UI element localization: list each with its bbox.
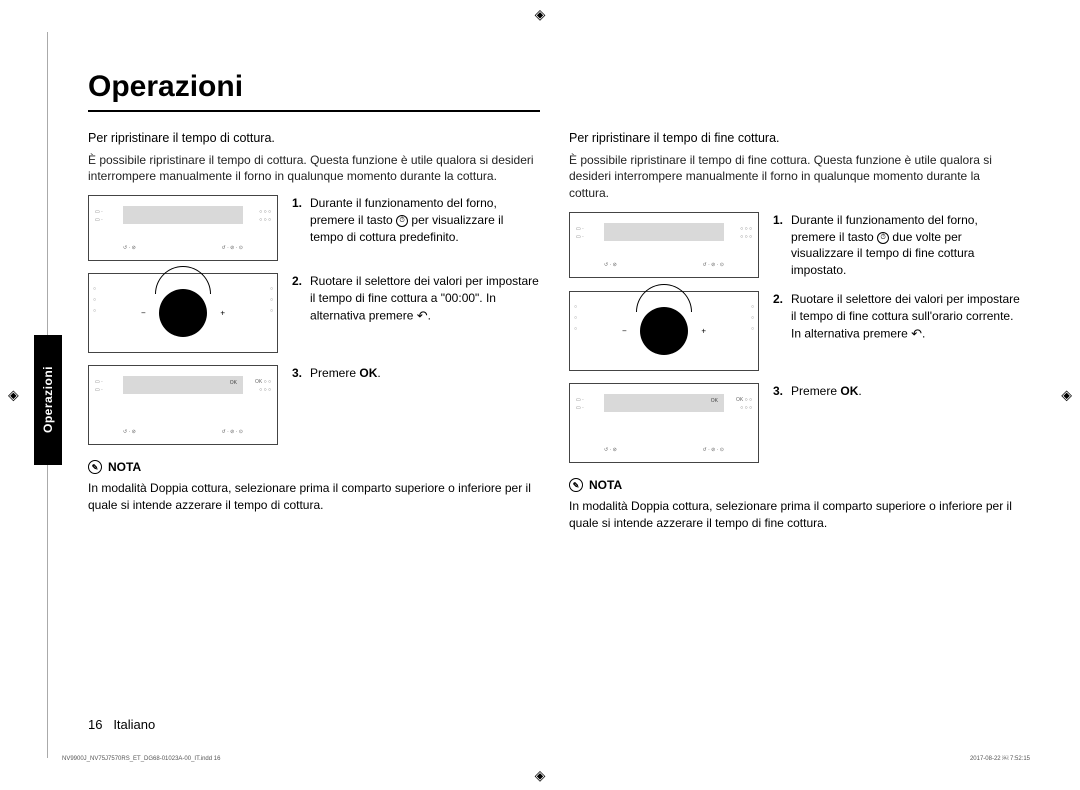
- panel-bottom-left: ↺ · ⊘: [604, 262, 617, 269]
- page-language: Italiano: [113, 717, 155, 732]
- dial-side-left: ○○○: [93, 284, 96, 317]
- ok-indicator: OK: [711, 398, 718, 405]
- columns: Per ripristinare il tempo di cottura. È …: [88, 130, 1020, 531]
- display-screen: [123, 376, 243, 394]
- page-title: Operazioni: [88, 70, 1020, 104]
- note-label: NOTA: [589, 477, 622, 494]
- panel-icons-right: ○ ○ ○○ ○ ○: [740, 225, 752, 241]
- step-row: ○○○ ○○○ 2. Ruotare il selettore dei valo…: [569, 291, 1020, 371]
- clock-icon: ⏱: [877, 232, 889, 244]
- step-text: 2. Ruotare il selettore dei valori per i…: [773, 291, 1020, 343]
- dial-knob-icon: [159, 289, 207, 337]
- step-row: ▭ ·▭ · ○ ○ ○○ ○ ○ ↺ · ⊘ ↺ · ⊘ · ⊙ 1. Dur…: [569, 212, 1020, 279]
- note-text: In modalità Doppia cottura, selezionare …: [569, 498, 1020, 532]
- control-panel-illustration: ▭ ·▭ · ○ ○ ○○ ○ ○ ↺ · ⊘ ↺ · ⊘ · ⊙: [569, 212, 759, 278]
- panel-icons-right: OK ○ ○○ ○ ○: [255, 378, 271, 394]
- panel-bottom-left: ↺ · ⊘: [604, 447, 617, 454]
- step-body: Premere OK.: [310, 365, 381, 382]
- panel-bottom-left: ↺ · ⊘: [123, 245, 136, 252]
- display-screen: [123, 206, 243, 224]
- display-screen: [604, 223, 724, 241]
- dial-side-left: ○○○: [574, 302, 577, 335]
- step-text: 2. Ruotare il selettore dei valori per i…: [292, 273, 539, 325]
- print-meta-right: 2017-08-22 ￼ 7:52:15: [970, 756, 1030, 762]
- page-content: Operazioni Per ripristinare il tempo di …: [88, 70, 1020, 750]
- step-row: ▭ ·▭ · ○ ○ ○○ ○ ○ ↺ · ⊘ ↺ · ⊘ · ⊙ 1. Dur…: [88, 195, 539, 261]
- panel-icons-left: ▭ ·▭ ·: [95, 208, 103, 224]
- step-number: 2.: [773, 291, 783, 343]
- step-text: 1. Durante il funzionamento del forno, p…: [292, 195, 539, 245]
- step-row: ▭ ·▭ · OK OK ○ ○○ ○ ○ ↺ · ⊘ ↺ · ⊘ · ⊙ 3.…: [88, 365, 539, 445]
- panel-icons-right: ○ ○ ○○ ○ ○: [259, 208, 271, 224]
- left-intro: È possibile ripristinare il tempo di cot…: [88, 152, 539, 186]
- step-body: Durante il funzionamento del forno, prem…: [791, 212, 1020, 279]
- step-body: Ruotare il selettore dei valori per impo…: [791, 291, 1020, 343]
- note-header: ✎ NOTA: [569, 477, 1020, 494]
- step-number: 3.: [773, 383, 783, 400]
- step-body: Premere OK.: [791, 383, 862, 400]
- panel-bottom-left: ↺ · ⊘: [123, 429, 136, 436]
- note-header: ✎ NOTA: [88, 459, 539, 476]
- side-tab-label: Operazioni: [41, 366, 55, 433]
- control-panel-illustration: ▭ ·▭ · ○ ○ ○○ ○ ○ ↺ · ⊘ ↺ · ⊘ · ⊙: [88, 195, 278, 261]
- panel-bottom-right: ↺ · ⊘ · ⊙: [703, 447, 724, 454]
- crop-mark-left-icon: ◈: [8, 387, 19, 404]
- crop-mark-bottom-icon: ◈: [535, 767, 546, 784]
- right-subtitle: Per ripristinare il tempo di fine cottur…: [569, 130, 1020, 148]
- step-text: 3. Premere OK.: [292, 365, 539, 382]
- step-text: 3. Premere OK.: [773, 383, 1020, 400]
- page-footer: 16 Italiano: [88, 717, 155, 732]
- clock-icon: ⏱: [396, 215, 408, 227]
- note-icon: ✎: [569, 478, 583, 492]
- right-column: Per ripristinare il tempo di fine cottur…: [569, 130, 1020, 531]
- step-number: 1.: [292, 195, 302, 245]
- back-icon: ↶: [417, 307, 428, 325]
- step-row: ○○○ ○○○ 2. Ruotare il selettore dei valo…: [88, 273, 539, 353]
- panel-bottom-right: ↺ · ⊘ · ⊙: [222, 245, 243, 252]
- print-meta-left: NV9900J_NV75J7570RS_ET_DG68-01023A-00_IT…: [62, 756, 220, 762]
- panel-icons-left: ▭ ·▭ ·: [576, 225, 584, 241]
- left-subtitle: Per ripristinare il tempo di cottura.: [88, 130, 539, 148]
- page-number: 16: [88, 717, 102, 732]
- note-label: NOTA: [108, 459, 141, 476]
- crop-mark-top-icon: ◈: [535, 6, 546, 23]
- dial-side-right: ○○○: [270, 284, 273, 317]
- side-tab: Operazioni: [34, 335, 62, 465]
- step-number: 2.: [292, 273, 302, 325]
- panel-icons-left: ▭ ·▭ ·: [576, 396, 584, 412]
- control-panel-illustration: ▭ ·▭ · OK OK ○ ○○ ○ ○ ↺ · ⊘ ↺ · ⊘ · ⊙: [569, 383, 759, 463]
- step-number: 1.: [773, 212, 783, 279]
- panel-bottom-right: ↺ · ⊘ · ⊙: [703, 262, 724, 269]
- step-body: Ruotare il selettore dei valori per impo…: [310, 273, 539, 325]
- step-text: 1. Durante il funzionamento del forno, p…: [773, 212, 1020, 279]
- panel-icons-right: OK ○ ○○ ○ ○: [736, 396, 752, 412]
- step-body: Durante il funzionamento del forno, prem…: [310, 195, 539, 245]
- dial-knob-icon: [640, 307, 688, 355]
- back-icon: ↶: [911, 325, 922, 343]
- left-column: Per ripristinare il tempo di cottura. È …: [88, 130, 539, 531]
- control-panel-illustration: ▭ ·▭ · OK OK ○ ○○ ○ ○ ↺ · ⊘ ↺ · ⊘ · ⊙: [88, 365, 278, 445]
- step-number: 3.: [292, 365, 302, 382]
- panel-bottom-right: ↺ · ⊘ · ⊙: [222, 429, 243, 436]
- step-row: ▭ ·▭ · OK OK ○ ○○ ○ ○ ↺ · ⊘ ↺ · ⊘ · ⊙ 3.…: [569, 383, 1020, 463]
- dial-panel-illustration: ○○○ ○○○: [569, 291, 759, 371]
- display-screen: [604, 394, 724, 412]
- crop-mark-right-icon: ◈: [1061, 387, 1072, 404]
- title-rule: [88, 110, 540, 112]
- dial-side-right: ○○○: [751, 302, 754, 335]
- note-text: In modalità Doppia cottura, selezionare …: [88, 480, 539, 514]
- dial-panel-illustration: ○○○ ○○○: [88, 273, 278, 353]
- panel-icons-left: ▭ ·▭ ·: [95, 378, 103, 394]
- right-intro: È possibile ripristinare il tempo di fin…: [569, 152, 1020, 202]
- note-icon: ✎: [88, 460, 102, 474]
- ok-indicator: OK: [230, 380, 237, 387]
